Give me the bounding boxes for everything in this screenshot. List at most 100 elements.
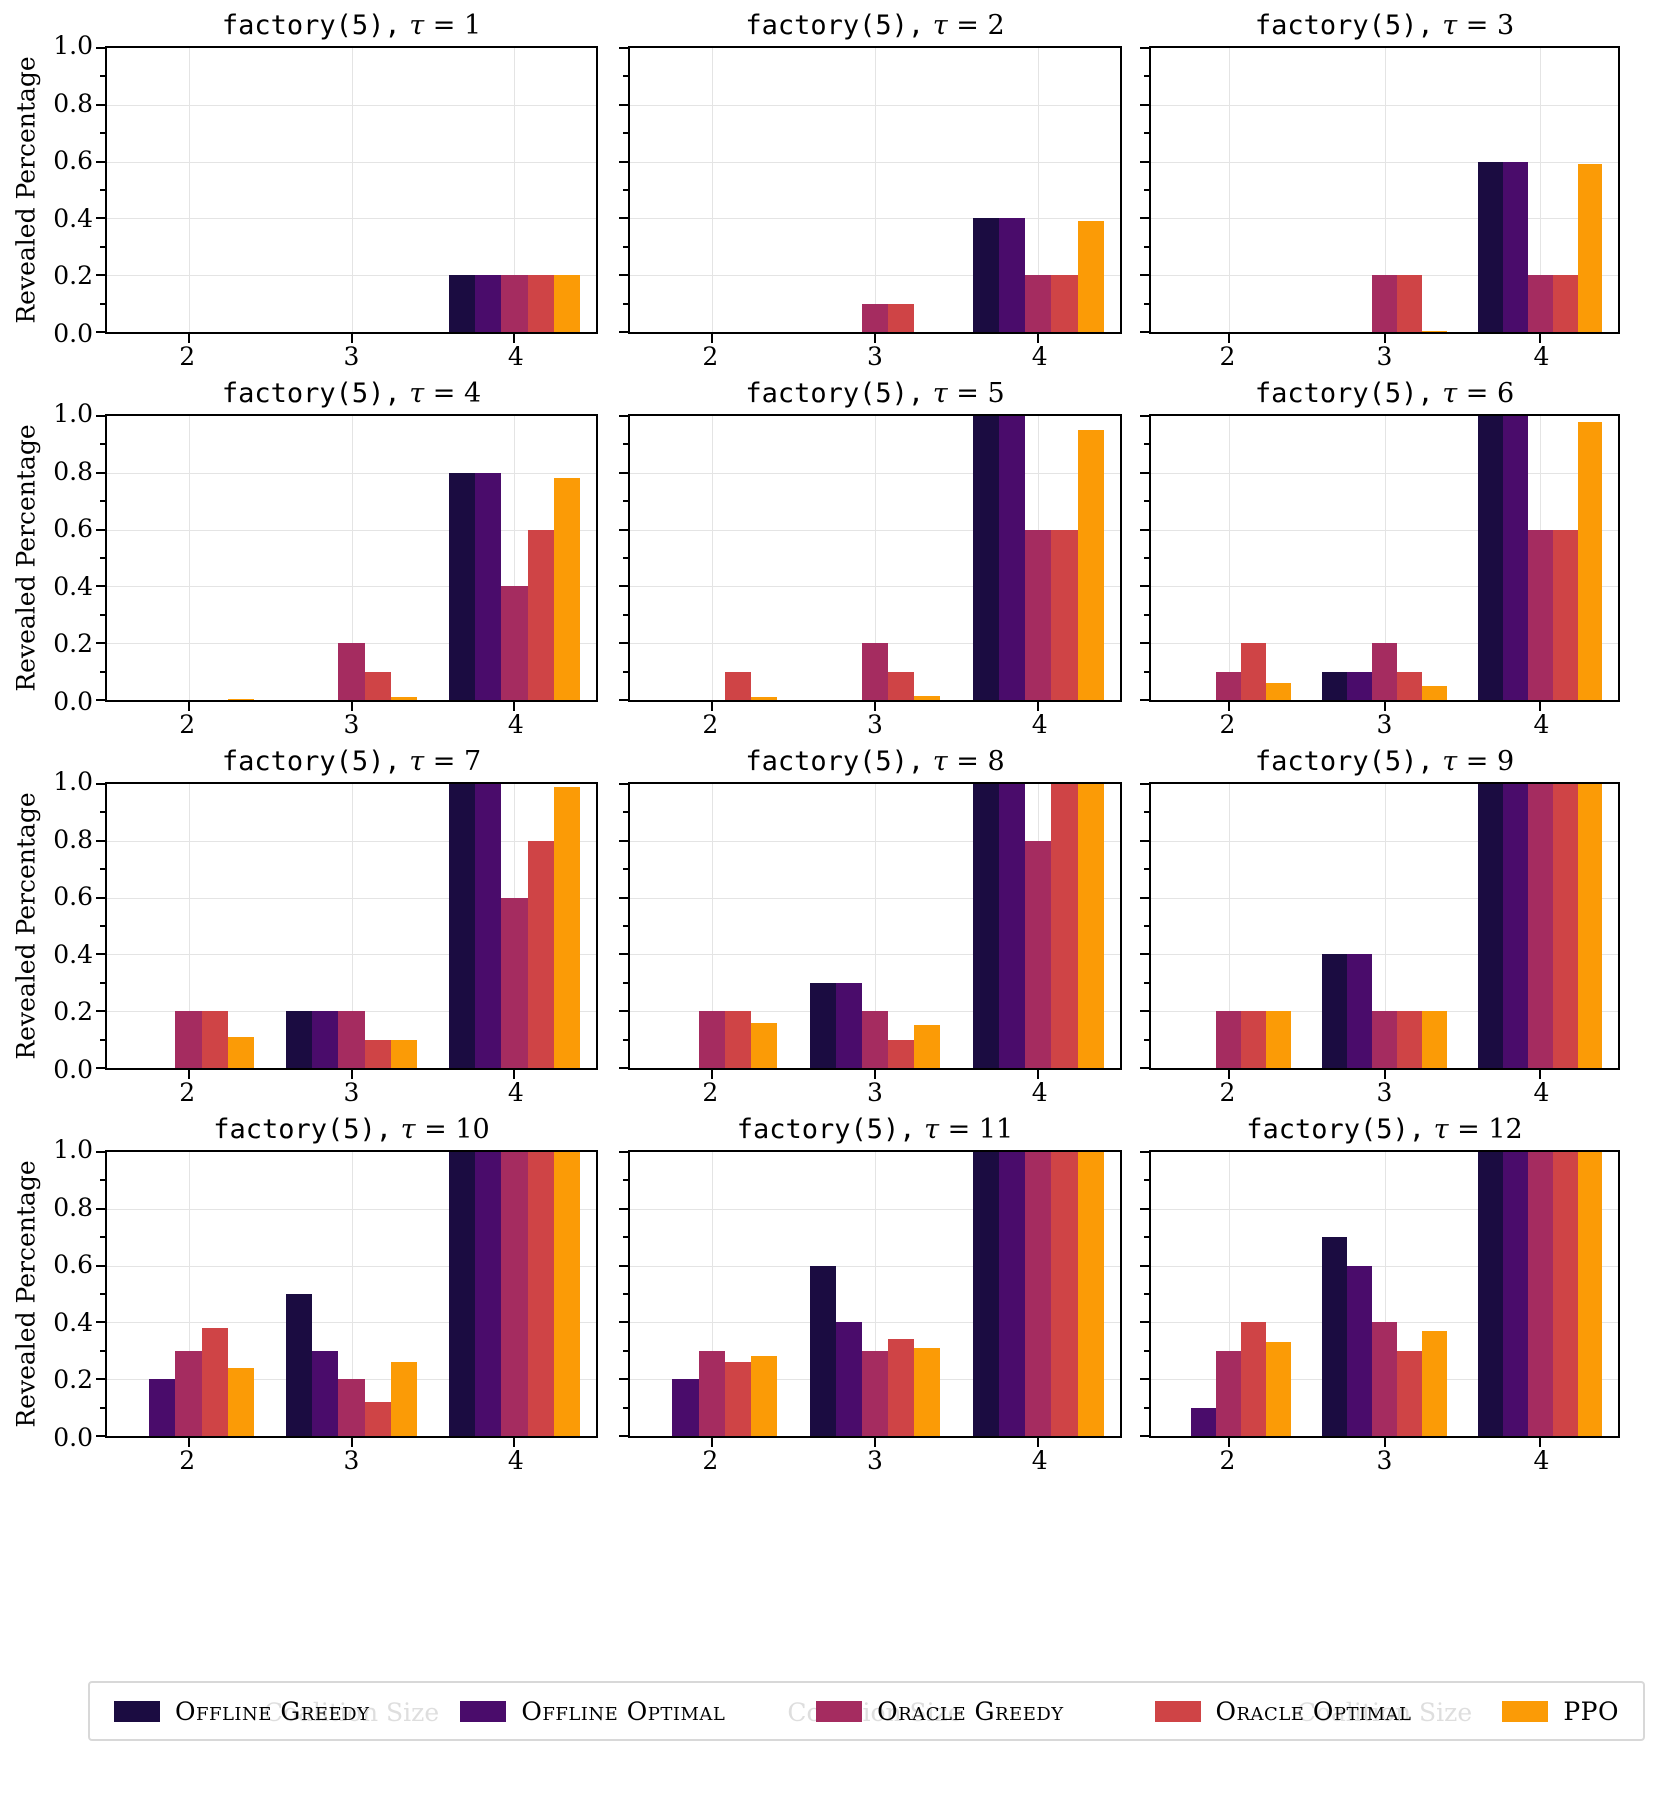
y-tick <box>1140 47 1149 49</box>
subplot-title-env: factory(5), <box>745 378 925 409</box>
x-tick <box>187 1438 190 1447</box>
subplot-body <box>1122 782 1620 1079</box>
x-tick-label: 3 <box>867 342 883 371</box>
y-tick-label: 0.0 <box>53 1422 93 1452</box>
subplot-title: factory(5), τ = 11 <box>598 1112 1122 1150</box>
bar-offline-optimal-size-3 <box>835 1322 862 1436</box>
legend-label-offline-optimal: Offline Optimal <box>521 1696 726 1726</box>
y-tick <box>96 585 105 588</box>
bar-ppo-size-4 <box>1577 1152 1603 1436</box>
y-minor-tick <box>100 1406 105 1409</box>
y-minor-tick <box>100 443 105 446</box>
bar-oracle-optimal-size-4 <box>527 840 554 1068</box>
subplot-tau-7: factory(5), τ = 7 1.0 0.8 0.6 0.4 0.2 0.0 Reve… <box>0 744 598 1112</box>
bar-oracle-greedy-size-4 <box>501 586 528 700</box>
y-tick <box>96 1378 105 1381</box>
y-minor-tick <box>100 557 105 559</box>
y-tick-label: 0.4 <box>53 571 93 601</box>
y-minor-tick <box>1144 132 1149 135</box>
y-tick <box>619 103 628 106</box>
subplot-title-env: factory(5), <box>1254 378 1434 409</box>
bar-offline-greedy-size-4 <box>1477 784 1503 1068</box>
y-minor-tick <box>623 868 628 871</box>
bar-offline-optimal-size-3 <box>312 1350 339 1436</box>
legend-swatch-ppo <box>1502 1700 1549 1722</box>
x-tick <box>710 1438 713 1447</box>
bar-oracle-greedy-size-4 <box>501 897 528 1068</box>
bar-offline-greedy-size-3 <box>1322 954 1348 1068</box>
y-minor-tick <box>1144 811 1149 814</box>
y-minor-tick <box>1144 925 1149 927</box>
bar-offline-optimal-size-3 <box>1347 1265 1373 1436</box>
y-tick <box>96 415 105 417</box>
x-tick-labels: 2 3 4 <box>105 1438 598 1480</box>
x-tick-labels: 2 3 4 <box>628 1070 1122 1112</box>
y-tick <box>1140 783 1149 785</box>
bar-ppo-size-3 <box>1421 330 1447 332</box>
subplot-tau-1: factory(5), τ = 1 1.0 0.8 0.6 0.4 0.2 0.0 Reve… <box>0 8 598 376</box>
y-tick <box>1140 953 1149 956</box>
subplot-body <box>598 46 1122 343</box>
subplot-title-tau: τ = 11 <box>924 1114 1014 1145</box>
subplot-body: 1.0 0.8 0.6 0.4 0.2 0.0 Revealed Percentage <box>0 1135 598 1452</box>
subplot-body <box>598 1150 1122 1447</box>
bar-ppo-size-3 <box>1421 1011 1447 1068</box>
y-tick-label: 0.2 <box>53 997 93 1027</box>
y-minor-tick <box>1144 245 1149 248</box>
x-tick-label: 3 <box>343 342 360 371</box>
bar-oracle-greedy-size-2 <box>1216 1011 1242 1068</box>
subplot-title-env: factory(5), <box>221 10 401 41</box>
bar-offline-optimal-size-3 <box>835 982 862 1068</box>
y-tick <box>96 953 105 956</box>
bar-ppo-size-4 <box>1077 430 1104 700</box>
x-tick <box>1383 1438 1386 1447</box>
bar-ppo-size-4 <box>1077 221 1104 332</box>
x-tick <box>513 1438 516 1447</box>
x-tick <box>1539 1438 1542 1447</box>
x-tick-label: 2 <box>179 1446 196 1475</box>
bar-ppo-size-2 <box>227 698 254 700</box>
x-tick-label: 3 <box>1376 1446 1393 1475</box>
y-minor-tick <box>623 1179 628 1182</box>
bar-oracle-optimal-size-4 <box>1051 1152 1078 1436</box>
bar-oracle-optimal-size-4 <box>527 275 554 332</box>
v-gridline <box>1228 784 1230 1068</box>
y-axis-label: Revealed Percentage <box>11 792 41 1060</box>
bar-ppo-size-4 <box>1077 1152 1104 1436</box>
x-tick-label: 2 <box>702 1446 719 1475</box>
bar-oracle-optimal-size-4 <box>1051 275 1078 332</box>
x-tick-label: 3 <box>1376 710 1393 739</box>
subplot-body: 1.0 0.8 0.6 0.4 0.2 0.0 Revealed Percentage <box>0 399 598 716</box>
y-minor-tick <box>623 1038 628 1041</box>
x-tick-label: 4 <box>1031 710 1048 739</box>
bar-oracle-optimal-size-3 <box>1396 671 1422 700</box>
x-tick-labels: 2 3 4 <box>628 1438 1122 1480</box>
y-tick <box>619 274 628 277</box>
bar-offline-optimal-size-2 <box>672 1379 699 1436</box>
bar-oracle-optimal-size-2 <box>724 1362 751 1436</box>
y-tick <box>619 1378 628 1381</box>
bar-oracle-optimal-size-2 <box>201 1011 228 1068</box>
bar-oracle-optimal-size-2 <box>1241 1011 1267 1068</box>
v-gridline <box>711 416 713 700</box>
bar-ppo-size-3 <box>1421 685 1447 700</box>
legend-swatch-offline-optimal <box>460 1700 507 1722</box>
bar-oracle-optimal-size-3 <box>888 1339 915 1436</box>
bar-offline-optimal-size-4 <box>999 416 1026 700</box>
bar-oracle-optimal-size-2 <box>724 1011 751 1068</box>
subplot-title-env: factory(5), <box>213 1114 393 1145</box>
bar-oracle-optimal-size-4 <box>1051 529 1078 700</box>
plot-area <box>619 414 1122 711</box>
x-tick-label: 3 <box>867 1078 883 1107</box>
y-tick <box>96 1264 105 1267</box>
x-tick <box>1383 334 1386 343</box>
bar-offline-greedy-size-4 <box>973 416 1000 700</box>
x-tick <box>710 1070 713 1079</box>
legend-label-ppo: PPO <box>1563 1696 1619 1726</box>
subplot-title-tau: τ = 2 <box>932 10 1005 41</box>
subplot-title-tau: τ = 8 <box>932 746 1005 777</box>
bar-offline-greedy-size-3 <box>809 982 836 1068</box>
subplot-title-tau: τ = 1 <box>409 10 482 41</box>
bar-ppo-size-3 <box>390 697 417 700</box>
bar-ppo-size-4 <box>553 786 580 1068</box>
